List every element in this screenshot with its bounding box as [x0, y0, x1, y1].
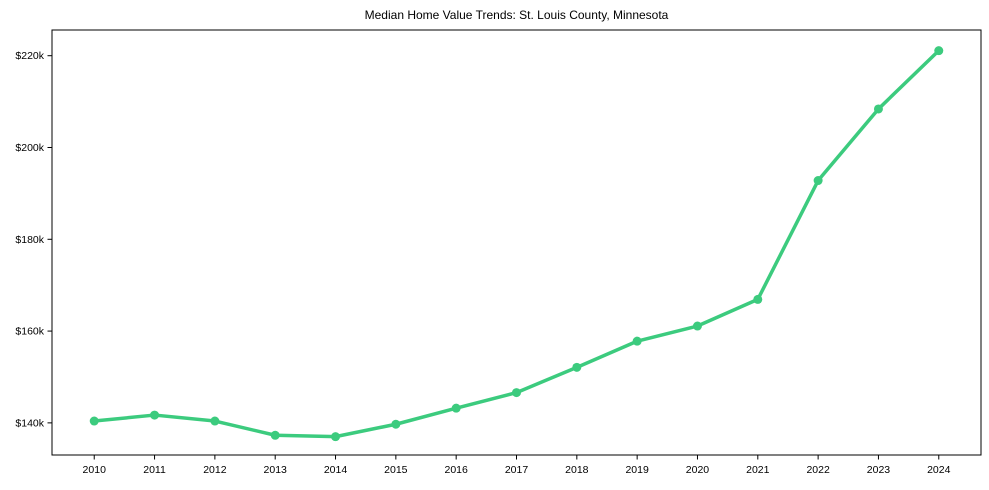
x-tick-label: 2022: [806, 464, 830, 476]
x-tick-label: 2021: [746, 464, 770, 476]
chart-title: Median Home Value Trends: St. Louis Coun…: [364, 8, 669, 22]
x-tick-label: 2012: [203, 464, 227, 476]
data-point-marker: [451, 403, 461, 413]
data-point-marker: [753, 294, 763, 304]
data-point-marker: [934, 46, 944, 56]
y-tick-label: $200k: [15, 142, 44, 154]
x-tick-label: 2011: [143, 464, 166, 476]
y-tick-label: $180k: [15, 234, 44, 246]
data-point-marker: [210, 416, 220, 426]
x-tick-label: 2018: [565, 464, 589, 476]
x-tick-label: 2019: [625, 464, 649, 476]
data-point-marker: [572, 362, 582, 372]
data-point-marker: [270, 430, 280, 440]
data-point-marker: [391, 419, 401, 429]
data-point-marker: [873, 104, 883, 114]
data-point-marker: [813, 176, 823, 186]
x-tick-label: 2024: [927, 464, 951, 476]
x-tick-label: 2023: [867, 464, 891, 476]
data-point-marker: [150, 410, 160, 420]
y-tick-label: $140k: [15, 417, 44, 429]
data-point-marker: [632, 336, 642, 346]
y-tick-label: $160k: [15, 326, 44, 338]
x-tick-label: 2014: [324, 464, 348, 476]
data-point-marker: [89, 416, 99, 426]
y-tick-label: $220k: [15, 50, 44, 62]
x-tick-label: 2013: [264, 464, 288, 476]
data-point-marker: [692, 321, 702, 331]
x-tick-label: 2017: [505, 464, 529, 476]
data-point-marker: [512, 388, 521, 398]
x-tick-label: 2010: [83, 464, 107, 476]
trend-line: [92, 48, 941, 439]
data-point-marker: [331, 432, 341, 442]
x-tick-label: 2020: [686, 464, 710, 476]
x-tick-label: 2015: [384, 464, 408, 476]
x-tick-label: 2016: [444, 464, 468, 476]
